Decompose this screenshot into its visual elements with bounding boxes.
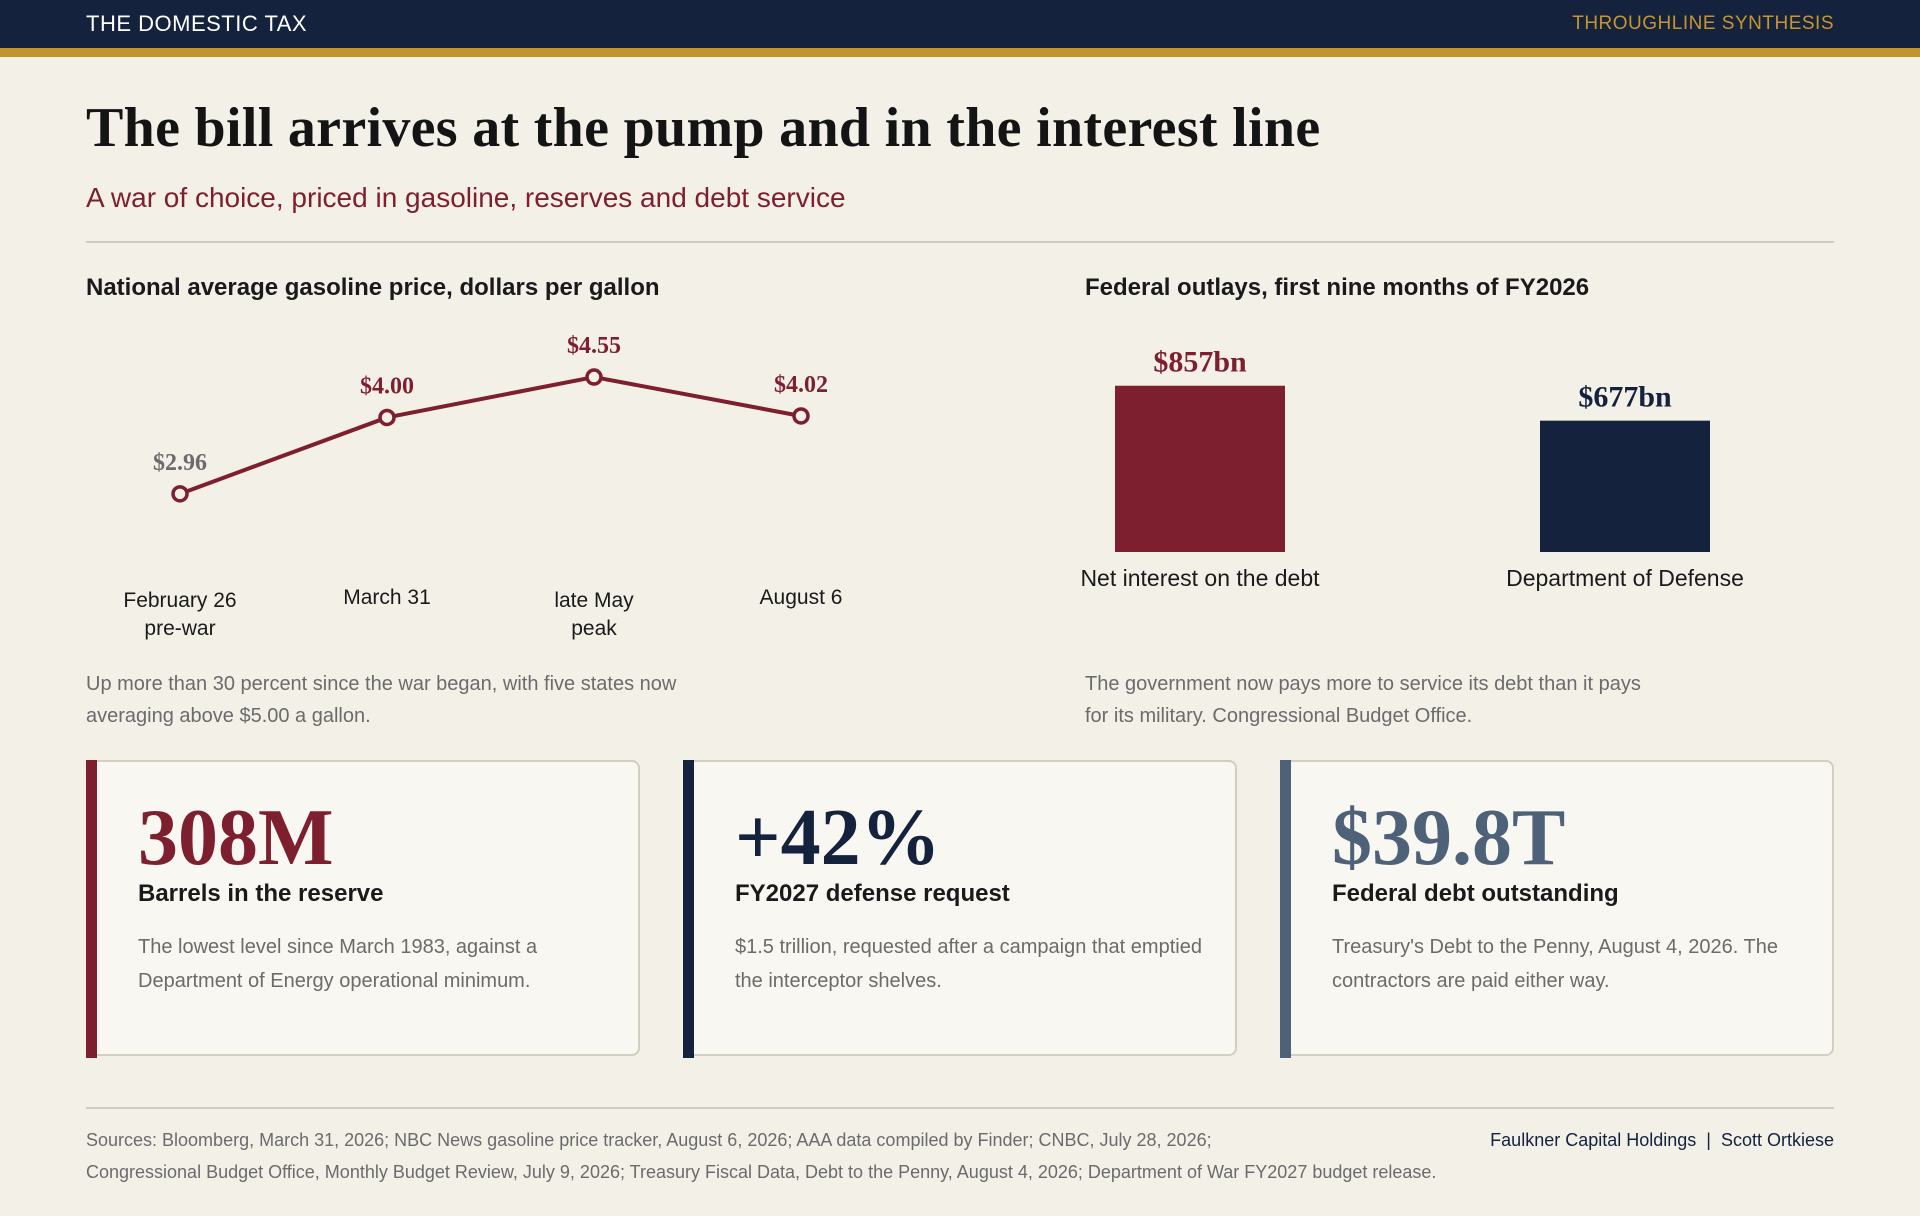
data-label: $4.00	[360, 373, 414, 399]
stat-card-debt: $39.8T Federal debt outstanding Treasury…	[1280, 760, 1834, 1058]
page-title: The bill arrives at the pump and in the …	[86, 97, 1321, 159]
stat-label: Barrels in the reserve	[138, 880, 384, 907]
footer-rule	[86, 1107, 1834, 1109]
outlays-bar-chart: $857bn Net interest on the debt $677bn Depa…	[1080, 346, 1744, 591]
data-point	[171, 485, 189, 503]
gold-divider	[0, 48, 1920, 57]
bar-value-label: $677bn	[1578, 381, 1672, 414]
bar-net-interest	[1115, 385, 1285, 552]
bar-value-label: $857bn	[1153, 346, 1247, 379]
outlays-chart-title: Federal outlays, first nine months of FY…	[1085, 274, 1590, 301]
bar-defense	[1540, 420, 1710, 552]
stat-value: 308M	[138, 794, 334, 882]
card-accent	[86, 760, 97, 1058]
stat-value: +42%	[735, 794, 941, 882]
page-subtitle: A war of choice, priced in gasoline, res…	[86, 182, 846, 213]
data-point	[585, 368, 603, 386]
x-tick-label: late May peak	[554, 589, 634, 640]
x-tick-label: February 26 pre-war	[123, 589, 236, 640]
bar-category-label: Net interest on the debt	[1080, 565, 1320, 591]
sources-line-2: Congressional Budget Office, Monthly Bud…	[86, 1162, 1437, 1182]
gas-chart-title: National average gasoline price, dollars…	[86, 274, 660, 301]
brand-name: THE DOMESTIC TAX	[86, 11, 308, 36]
stat-value: $39.8T	[1332, 794, 1566, 882]
data-point	[378, 408, 396, 427]
bar-category-label: Department of Defense	[1506, 565, 1744, 591]
series-tag: THROUGHLINE SYNTHESIS	[1572, 13, 1834, 34]
data-point	[792, 407, 810, 425]
data-label: $4.55	[567, 333, 621, 359]
x-tick-label: March 31	[343, 586, 431, 609]
stat-label: FY2027 defense request	[735, 880, 1010, 907]
stat-card-reserve: 308M Barrels in the reserve The lowest l…	[86, 760, 640, 1058]
gas-chart-note: Up more than 30 percent since the war be…	[86, 673, 677, 727]
stat-card-defense: +42% FY2027 defense request $1.5 trillio…	[683, 760, 1237, 1058]
stat-label: Federal debt outstanding	[1332, 880, 1619, 907]
x-tick-label: August 6	[760, 586, 843, 609]
card-accent	[683, 760, 694, 1058]
outlays-chart-note: The government now pays more to service …	[1085, 673, 1641, 727]
data-label: $2.96	[153, 450, 207, 476]
stat-description: The lowest level since March 1983, again…	[138, 936, 538, 992]
gas-price-line-chart: $2.96 February 26 pre-war $4.00 March 31 $4.5…	[123, 333, 843, 640]
gas-price-line	[179, 375, 802, 496]
stat-description: $1.5 trillion, requested after a campaig…	[735, 936, 1202, 992]
card-accent	[1280, 760, 1291, 1058]
sources: Sources: Bloomberg, March 31, 2026; NBC …	[86, 1124, 1526, 1188]
credit: Faulkner Capital Holdings | Scott Ortkie…	[1490, 1130, 1834, 1150]
sources-line-1: Sources: Bloomberg, March 31, 2026; NBC …	[86, 1130, 1212, 1150]
data-label: $4.02	[774, 372, 828, 398]
header-rule	[86, 241, 1834, 243]
top-bar: THE DOMESTIC TAX THROUGHLINE SYNTHESIS	[0, 0, 1920, 48]
stat-description: Treasury's Debt to the Penny, August 4, …	[1332, 936, 1778, 992]
